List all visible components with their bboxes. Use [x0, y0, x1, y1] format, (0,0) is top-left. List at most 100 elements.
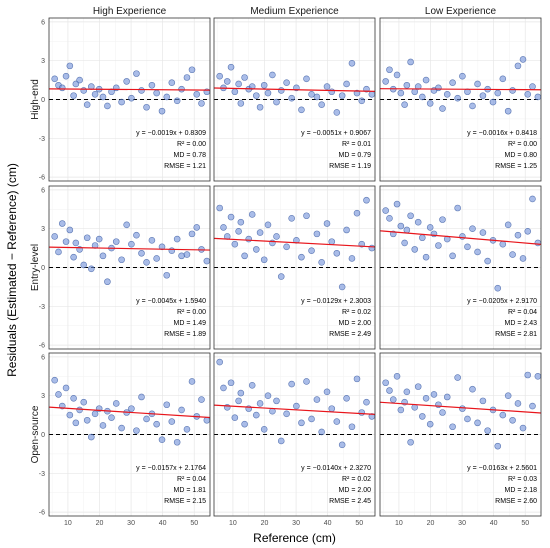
data-point	[401, 239, 408, 247]
panel-3-3: y = −0.0163x + 2.5601 R² = 0.03 MD = 2.18 R…	[379, 352, 542, 517]
x-tick-label: 30	[292, 520, 300, 527]
data-point	[519, 424, 527, 432]
y-tick-label: -3	[39, 136, 45, 143]
data-point	[173, 97, 181, 105]
data-point	[534, 372, 542, 380]
data-point	[62, 384, 70, 392]
regression-line	[213, 404, 376, 415]
data-point	[83, 234, 91, 242]
x-axis-label: Reference (cm)	[253, 531, 336, 545]
data-point	[504, 221, 512, 229]
data-point	[277, 87, 285, 94]
panel-border	[379, 352, 542, 517]
data-point	[248, 211, 256, 218]
regression-equation: y = −0.0051x + 0.9067	[301, 130, 371, 137]
data-point	[464, 415, 471, 423]
data-point	[72, 80, 80, 88]
data-point	[235, 397, 242, 405]
panel-border	[379, 17, 542, 182]
panel-2-3: y = −0.0205x + 2.9170 R² = 0.04 MD = 2.43 R…	[379, 185, 542, 350]
data-point	[128, 405, 135, 412]
regression-line	[48, 406, 211, 419]
data-point	[529, 195, 536, 203]
data-point	[283, 243, 290, 251]
data-point	[203, 257, 211, 265]
data-point	[133, 427, 140, 434]
data-point	[348, 59, 356, 67]
panel-1-1: y = −0.0019x + 0.8309 R² = 0.00 MD = 0.78 R…	[48, 17, 211, 182]
panel-2-2: y = −0.0129x + 2.3003 R² = 0.02 MD = 2.00 R…	[213, 185, 376, 350]
data-point	[422, 76, 430, 84]
data-point	[123, 78, 130, 85]
data-point	[216, 72, 223, 80]
row-title: High-end	[30, 79, 41, 120]
data-point	[464, 243, 471, 251]
data-point	[459, 405, 466, 412]
rmse-value: RMSE = 1.19	[329, 163, 371, 170]
data-point	[514, 231, 522, 239]
data-point	[524, 91, 532, 98]
rmse-value: RMSE = 1.89	[164, 331, 206, 338]
data-point	[235, 80, 242, 88]
data-point	[91, 91, 99, 98]
data-point	[273, 397, 280, 405]
data-point	[333, 249, 341, 257]
data-point	[499, 75, 507, 83]
data-point	[454, 204, 461, 212]
x-tick-label: 40	[490, 520, 498, 527]
y-tick-label: -3	[39, 471, 45, 478]
data-point	[62, 72, 70, 80]
data-point	[188, 378, 196, 385]
data-point	[72, 419, 80, 427]
data-point	[459, 233, 466, 240]
data-point	[353, 209, 361, 217]
data-point	[188, 230, 196, 238]
data-point	[241, 74, 248, 81]
data-point	[288, 380, 295, 388]
r-squared-value: R² = 0.04	[508, 309, 537, 316]
data-point	[248, 83, 256, 90]
data-point	[358, 409, 366, 416]
data-point	[524, 371, 532, 379]
data-point	[104, 102, 111, 110]
r-squared-value: R² = 0.00	[177, 141, 206, 148]
data-point	[318, 101, 325, 108]
data-point	[449, 423, 456, 431]
data-point	[264, 392, 272, 399]
data-point	[393, 372, 401, 380]
data-point	[277, 437, 285, 445]
data-point	[138, 249, 145, 257]
data-point	[397, 406, 405, 414]
data-point	[499, 240, 507, 248]
data-point	[80, 261, 88, 269]
regression-line	[379, 230, 542, 245]
x-tick-label: 20	[427, 520, 435, 527]
data-point	[277, 273, 285, 280]
data-point	[479, 229, 487, 236]
data-point	[529, 83, 536, 90]
data-point	[293, 402, 300, 410]
regression-equation: y = −0.0016x + 0.8418	[467, 130, 537, 137]
data-point	[168, 418, 176, 425]
data-point	[133, 70, 140, 77]
data-point	[386, 387, 393, 394]
column-title: High Experience	[93, 6, 167, 17]
data-point	[401, 101, 408, 108]
r-squared-value: R² = 0.02	[342, 309, 371, 316]
data-point	[237, 389, 245, 397]
data-point	[245, 235, 253, 243]
panel-2-1: y = −0.0045x + 1.5940 R² = 0.00 MD = 1.49 R…	[48, 185, 211, 350]
data-point	[178, 85, 185, 93]
rmse-value: RMSE = 1.21	[164, 163, 206, 170]
data-point	[80, 87, 88, 94]
mean-difference-value: MD = 0.80	[505, 152, 538, 159]
data-point	[148, 81, 156, 89]
data-point	[303, 378, 310, 385]
data-point	[51, 233, 58, 240]
data-point	[66, 226, 74, 234]
data-point	[479, 92, 487, 99]
data-point	[386, 215, 393, 222]
data-point	[338, 441, 346, 449]
data-point	[183, 251, 191, 258]
data-point	[484, 257, 491, 265]
